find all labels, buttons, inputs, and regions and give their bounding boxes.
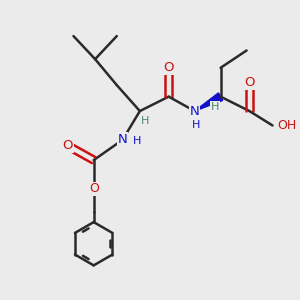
Text: H: H: [141, 116, 149, 126]
Text: O: O: [89, 182, 99, 195]
Text: O: O: [244, 76, 255, 89]
Text: N: N: [118, 134, 128, 146]
Text: H: H: [211, 102, 220, 112]
Text: OH: OH: [277, 119, 296, 132]
Text: N: N: [190, 105, 200, 118]
Text: H: H: [192, 121, 200, 130]
Text: O: O: [164, 61, 174, 74]
Text: H: H: [133, 136, 141, 146]
Polygon shape: [195, 93, 223, 111]
Text: O: O: [62, 139, 73, 152]
